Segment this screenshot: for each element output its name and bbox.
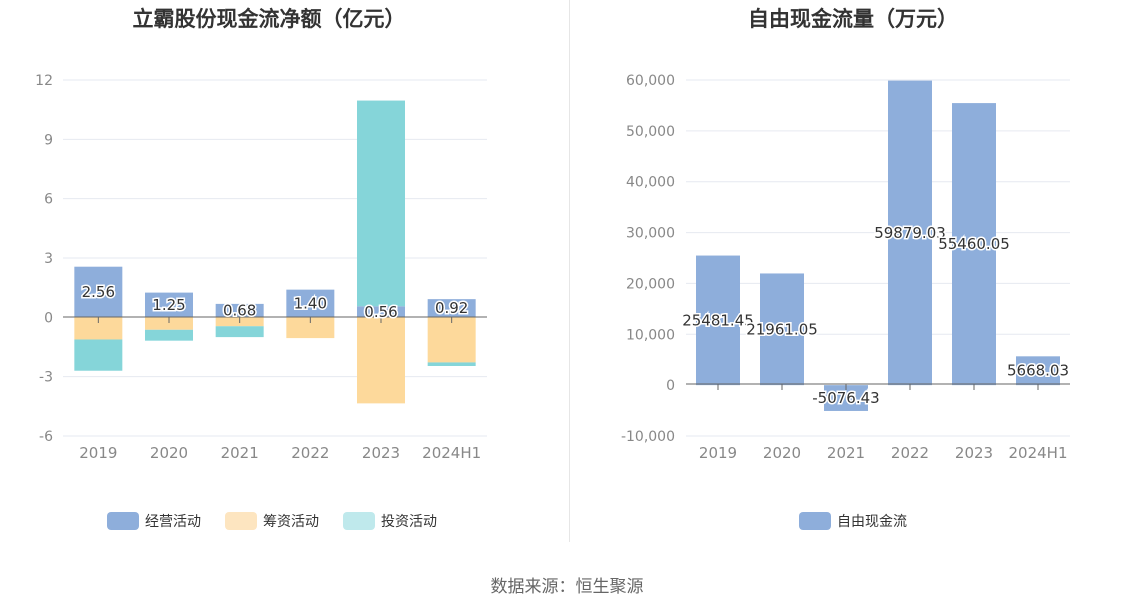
x-tick-label: 2022: [291, 444, 329, 462]
x-tick-label: 2019: [79, 444, 117, 462]
data-label: 59879.03: [874, 224, 946, 242]
data-label: 1.40: [294, 294, 327, 312]
legend-swatch: [107, 512, 139, 530]
bar-2-2019: [74, 317, 123, 340]
bar-2-2023: [357, 317, 405, 404]
x-tick-label: 2021: [827, 444, 865, 462]
y-tick-label: 0: [666, 378, 675, 394]
chart-2: 自由现金流量（万元） 60,000 50,000 40,000 30,000 20,000…: [621, 7, 1071, 530]
y-tick-label: 20,000: [626, 276, 675, 292]
x-tick-label: 2020: [763, 444, 801, 462]
y-tick-label: -10,000: [621, 429, 675, 445]
bar-3-2024H1: [427, 362, 476, 366]
chart-1: 立霸股份现金流净额（亿元） 12 9 6 3 0 -3 -6 2019 2020 2021 2022 2…: [35, 7, 487, 530]
bar-3-2019: [74, 339, 123, 371]
bar-1-2024H1: [427, 299, 476, 318]
data-label: 0.56: [364, 303, 397, 321]
y-tick-label: 12: [35, 73, 53, 89]
x-tick-label: 2023: [362, 444, 400, 462]
x-tick-label: 2023: [955, 444, 993, 462]
y-tick-label: 3: [44, 251, 53, 267]
bar-2-2024H1: [427, 317, 476, 363]
legend-label: 自由现金流: [837, 514, 907, 530]
chart-title: 立霸股份现金流净额（亿元）: [133, 7, 406, 31]
bar-1-2022: [888, 80, 932, 386]
chart-title: 自由现金流量（万元）: [748, 7, 958, 31]
y-tick-label: 9: [44, 132, 53, 148]
x-tick-label: 2021: [221, 444, 259, 462]
data-label: 25481.45: [682, 311, 754, 329]
bar-1-2020: [145, 292, 193, 318]
bar-1-2022: [286, 289, 335, 318]
y-tick-label: 50,000: [626, 124, 675, 140]
data-label: 21961.05: [746, 320, 818, 338]
y-tick-label: 60,000: [626, 73, 675, 89]
x-tick-label: 2022: [891, 444, 929, 462]
y-tick-label: 6: [44, 192, 53, 208]
legend-swatch: [799, 512, 831, 530]
bar-3-2021: [215, 326, 264, 338]
bar-1-2019: [74, 266, 123, 318]
y-tick-label: -3: [39, 370, 53, 386]
bar-2-2020: [145, 317, 193, 330]
legend-label: 筹资活动: [263, 513, 319, 530]
x-tick-label: 2024H1: [1009, 444, 1068, 462]
bar-2-2022: [286, 317, 335, 339]
legend-swatch: [343, 512, 375, 530]
y-tick-label: -6: [39, 429, 53, 445]
data-label: 5668.03: [1007, 362, 1069, 380]
bar-1-2023: [357, 306, 405, 318]
bar-1-2024H1: [1016, 356, 1060, 386]
data-label: 55460.05: [938, 235, 1010, 253]
bar-3-2020: [145, 329, 193, 341]
legend-label: 经营活动: [145, 514, 201, 530]
bar-1-2020: [760, 273, 804, 386]
y-tick-label: 10,000: [626, 327, 675, 343]
bar-1-2019: [696, 255, 740, 386]
bar-1-2021: [215, 303, 264, 318]
y-tick-label: 40,000: [626, 175, 675, 191]
bar-3-2023: [357, 100, 405, 307]
data-label: -5076.43: [812, 389, 879, 407]
panel-divider: [569, 0, 570, 542]
data-label: 2.56: [82, 283, 115, 301]
y-tick-label: 30,000: [626, 226, 675, 242]
data-source-note: 数据来源：恒生聚源: [490, 577, 644, 597]
x-tick-label: 2024H1: [422, 444, 481, 462]
data-label: 0.92: [435, 299, 468, 317]
legend-swatch: [225, 512, 257, 530]
bar-1-2023: [952, 103, 996, 386]
y-tick-label: 0: [44, 310, 53, 326]
data-label: 1.25: [152, 296, 185, 314]
x-tick-label: 2020: [150, 444, 188, 462]
x-tick-label: 2019: [699, 444, 737, 462]
legend-label: 投资活动: [381, 514, 437, 530]
data-label: 0.68: [223, 302, 256, 320]
